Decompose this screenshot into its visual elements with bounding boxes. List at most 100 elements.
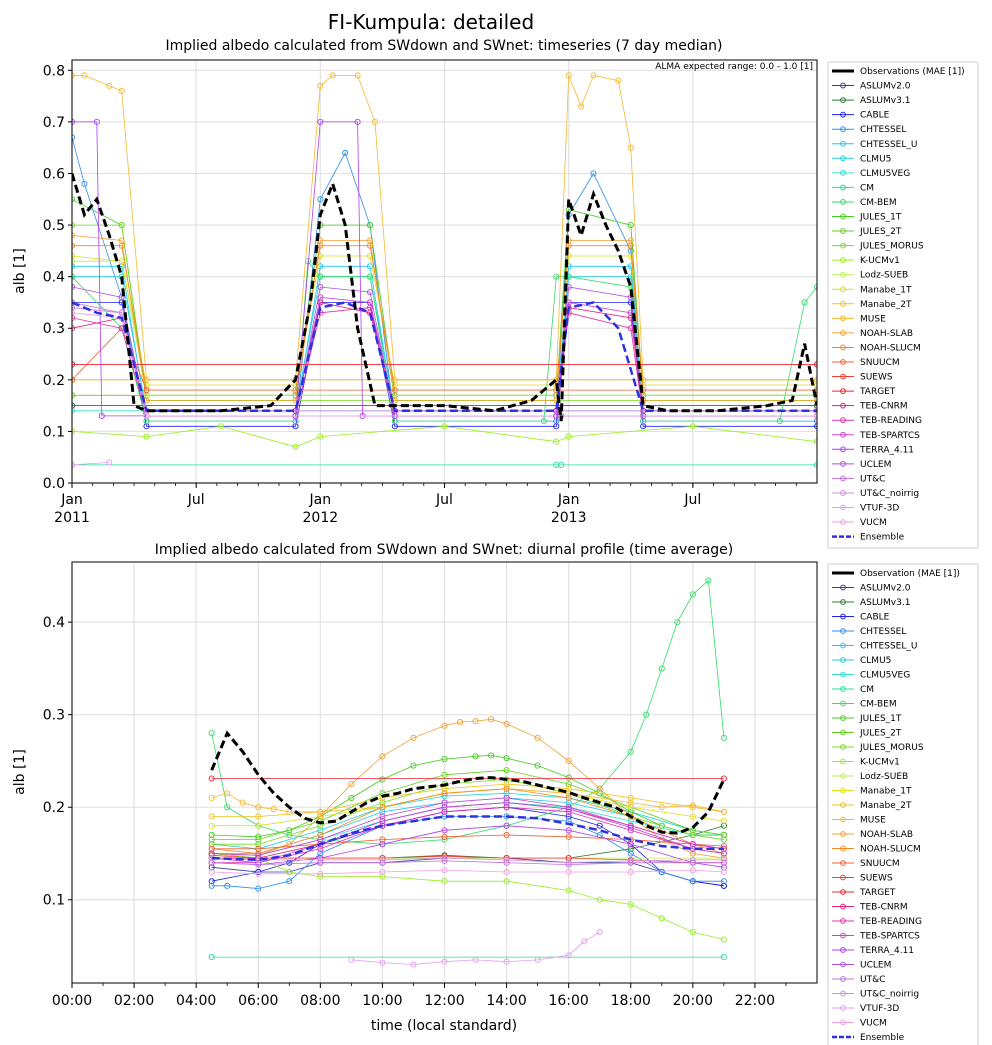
data-point xyxy=(441,853,448,860)
legend-label: JULES_2T xyxy=(859,227,902,237)
data-point xyxy=(348,781,355,788)
legend-marker xyxy=(840,199,846,205)
data-point xyxy=(208,831,215,839)
legend-marker xyxy=(840,845,846,852)
data-point xyxy=(720,822,727,829)
y-tick-label: 0.1 xyxy=(43,424,65,440)
legend-label: MUSE xyxy=(860,816,886,826)
legend-item-lodz-sueb: Lodz-SUEB xyxy=(832,271,908,281)
data-point xyxy=(317,118,324,125)
data-point xyxy=(689,591,696,598)
data-point xyxy=(317,856,324,863)
series-line xyxy=(211,869,724,875)
data-point xyxy=(689,850,696,857)
data-point xyxy=(441,833,448,840)
series-line xyxy=(211,754,724,838)
legend-label: K-UCMv1 xyxy=(860,256,900,266)
data-point xyxy=(98,412,105,419)
legend-label: CHTESSEL xyxy=(860,627,906,637)
x-tick-label: 20:00 xyxy=(673,993,713,1009)
legend-item-jules-morus: JULES_MORUS xyxy=(832,743,924,753)
legend-marker xyxy=(840,932,846,939)
legend-marker xyxy=(840,475,846,482)
legend-item-cm-bem: CM-BEM xyxy=(832,198,897,208)
legend-item-clmu5: CLMU5 xyxy=(832,154,891,164)
series-line xyxy=(351,931,600,965)
x-tick-label: 00:00 xyxy=(52,993,92,1009)
legend-item-ut-c: UT&C xyxy=(832,474,885,484)
data-point xyxy=(317,831,324,839)
y-tick-label: 0.7 xyxy=(43,115,65,131)
data-point xyxy=(366,242,374,249)
data-point xyxy=(720,808,727,815)
diurnal-xlabel: time (local standard) xyxy=(371,1018,517,1034)
data-point xyxy=(317,827,324,834)
legend-item-jules-1t: JULES_1T xyxy=(832,213,902,223)
data-point xyxy=(565,868,572,876)
data-point xyxy=(627,857,634,864)
data-point xyxy=(208,730,215,737)
data-point xyxy=(565,861,572,868)
data-point xyxy=(208,850,215,857)
x-tick-label: 06:00 xyxy=(238,993,278,1009)
legend-item-aslumv3-1: ASLUMv3.1 xyxy=(832,96,910,106)
data-point xyxy=(503,785,510,792)
data-point xyxy=(720,734,727,741)
data-point xyxy=(224,804,231,811)
x-tick-label: 12:00 xyxy=(424,993,464,1009)
data-point xyxy=(441,827,448,834)
legend-label: TARGET xyxy=(859,387,896,397)
series-line xyxy=(211,854,724,864)
data-point xyxy=(565,813,572,820)
data-point xyxy=(813,438,817,445)
legend-marker xyxy=(840,359,846,365)
y-tick-label: 0.3 xyxy=(43,708,65,724)
legend-item-noah-slab: NOAH-SLAB xyxy=(832,830,913,840)
series-line xyxy=(72,425,817,448)
data-point xyxy=(813,361,817,368)
data-point xyxy=(689,841,696,848)
series-line xyxy=(72,245,817,391)
series-line xyxy=(211,825,724,868)
legend-marker xyxy=(840,184,846,191)
series-vtuf-3d xyxy=(72,459,113,468)
data-point xyxy=(540,418,547,425)
legend-marker xyxy=(840,599,846,605)
legend-item-vtuf-3d: VTUF-3D xyxy=(832,504,899,514)
legend-label: JULES_1T xyxy=(859,714,902,724)
series-line xyxy=(72,75,817,381)
legend-label: Ensemble xyxy=(860,533,905,543)
data-point xyxy=(813,397,817,404)
legend-label: NOAH-SLUCM xyxy=(860,845,921,855)
series-line xyxy=(211,769,724,840)
data-point xyxy=(627,794,634,801)
data-point xyxy=(224,790,231,797)
legend-item-teb-cnrm: TEB-CNRM xyxy=(832,903,908,913)
data-point xyxy=(472,956,479,963)
data-point xyxy=(255,870,262,877)
data-point xyxy=(106,82,113,89)
legend-marker xyxy=(840,744,846,750)
legend-item-vtuf-3d: VTUF-3D xyxy=(832,1004,899,1014)
legend-label: CLMU5VEG xyxy=(860,671,910,681)
legend-marker xyxy=(840,373,846,380)
series-line xyxy=(210,730,726,835)
legend-marker xyxy=(840,446,846,453)
data-point xyxy=(208,868,215,876)
data-point xyxy=(208,775,215,782)
legend-marker xyxy=(840,657,846,663)
data-point xyxy=(689,802,696,809)
data-point xyxy=(208,813,215,820)
data-point xyxy=(255,885,262,892)
data-point xyxy=(379,959,386,966)
legend-marker xyxy=(840,315,846,322)
legend-marker xyxy=(840,773,846,779)
data-point xyxy=(565,252,572,260)
figure-suptitle: FI-Kumpula: detailed xyxy=(328,10,534,34)
legend-item-jules-2t: JULES_2T xyxy=(832,729,902,739)
data-point xyxy=(534,734,541,741)
legend-marker xyxy=(840,889,846,895)
data-point xyxy=(643,711,650,718)
legend-item-teb-spartcs: TEB-SPARTCS xyxy=(832,431,920,441)
timeseries-series-group xyxy=(72,72,817,468)
